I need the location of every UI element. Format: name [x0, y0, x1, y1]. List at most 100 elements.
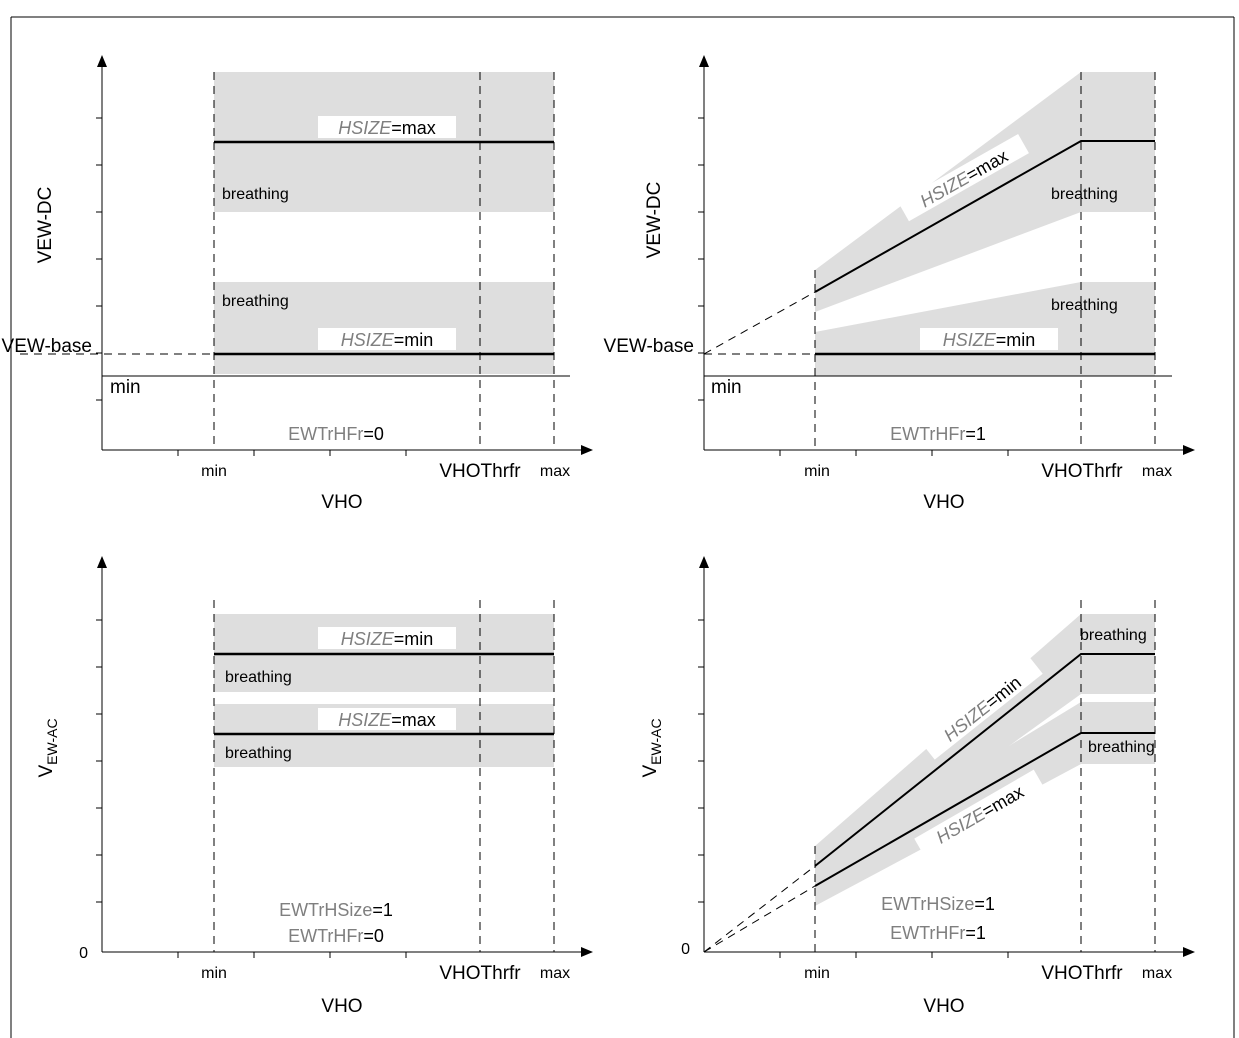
hsize-suffix: =min [394, 330, 434, 350]
param-value: =0 [363, 926, 384, 946]
svg-text:EWTrHFr=1: EWTrHFr=1 [890, 424, 986, 444]
svg-text:EWTrHFr=0: EWTrHFr=0 [288, 926, 384, 946]
x-axis-label: VHO [923, 996, 964, 1017]
y-axis-label: VEW-AC [36, 718, 60, 777]
param-name: EWTrHFr [288, 926, 363, 946]
svg-text:EWTrHSize=1: EWTrHSize=1 [279, 900, 393, 920]
curve-hsize-max [814, 732, 1155, 887]
svg-text:EWTrHSize=1: EWTrHSize=1 [881, 894, 995, 914]
extrapolation-dashed-min [703, 865, 816, 953]
breathing-label: breathing [222, 186, 289, 203]
x-tick-vhothrfr: VHOThrfr [439, 963, 521, 984]
y-axis-ticks [96, 619, 102, 903]
curve-hsize-min [814, 653, 1155, 867]
breathing-label: breathing [1088, 739, 1155, 756]
x-tick-min: min [201, 463, 227, 480]
y-axis-label: VEW-DC [644, 182, 665, 259]
y-axis-label: VEW-AC [640, 718, 664, 777]
breathing-label: breathing [225, 745, 292, 762]
vertical-dashed-guides [213, 600, 555, 952]
extrapolation-dashed-max [703, 885, 816, 953]
y-zero-label: 0 [79, 945, 88, 962]
hsize-suffix: =max [391, 710, 436, 730]
breathing-label: breathing [1080, 627, 1147, 644]
svg-text:HSIZE=min: HSIZE=min [341, 629, 434, 649]
param-name: EWTrHFr [288, 424, 363, 444]
x-tick-vhothrfr: VHOThrfr [1041, 963, 1123, 984]
svg-text:HSIZE=min: HSIZE=min [943, 330, 1036, 350]
panel-top-right: HSIZE=max breathing breathing HSIZE=min … [604, 55, 1195, 513]
vertical-dashed-guides [213, 72, 555, 450]
x-tick-max: max [1142, 463, 1172, 480]
hsize-suffix: =min [996, 330, 1036, 350]
label-hsize-min: HSIZE=min [318, 627, 456, 649]
breathing-band-hsize-max [815, 72, 1155, 312]
svg-text:HSIZE=min: HSIZE=min [341, 330, 434, 350]
y-axis-label-main: V [640, 765, 661, 778]
vew-base-label: VEW-base [604, 336, 694, 357]
x-tick-max: max [540, 965, 570, 982]
x-tick-max: max [540, 463, 570, 480]
extrapolation-dashed [703, 291, 816, 355]
svg-text:HSIZE=max: HSIZE=max [338, 710, 436, 730]
y-axis-label-sub: EW-AC [44, 718, 60, 764]
x-axis-ticks [779, 952, 1009, 958]
hsize-prefix: HSIZE [341, 330, 395, 350]
vertical-dashed-guides [814, 72, 1156, 450]
y-axis-ticks [698, 117, 704, 401]
breathing-label: breathing [222, 293, 289, 310]
y-min-label: min [110, 377, 141, 398]
x-axis-label: VHO [923, 492, 964, 513]
vew-base-label: VEW-base [2, 336, 92, 357]
x-axis-ticks [177, 450, 407, 456]
hsize-prefix: HSIZE [341, 629, 395, 649]
y-axis-label-sub: EW-AC [648, 718, 664, 764]
svg-text:HSIZE=max: HSIZE=max [338, 118, 436, 138]
vertical-dashed-guides [814, 600, 1156, 952]
param-value: =0 [363, 424, 384, 444]
breathing-label: breathing [1051, 186, 1118, 203]
y-axis-ticks [698, 619, 704, 903]
param-value: =1 [965, 424, 986, 444]
param-name: EWTrHFr [890, 424, 965, 444]
hsize-prefix: HSIZE [943, 330, 997, 350]
x-tick-min: min [804, 463, 830, 480]
label-hsize-max: HSIZE=max [318, 708, 456, 730]
hsize-suffix: =min [394, 629, 434, 649]
curve-hsize-max [814, 140, 1155, 293]
y-axis-label: VEW-DC [35, 187, 56, 264]
svg-text:EWTrHFr=1: EWTrHFr=1 [890, 923, 986, 943]
x-tick-min: min [804, 965, 830, 982]
label-hsize-max: HSIZE=max [318, 116, 456, 138]
panel-top-left: HSIZE=max breathing breathing HSIZE=min … [2, 55, 593, 513]
param-value: =1 [965, 923, 986, 943]
label-hsize-min: HSIZE=min [318, 328, 456, 350]
panel-bottom-left: HSIZE=min breathing HSIZE=max breathing … [36, 556, 593, 1017]
x-axis-ticks [779, 450, 1009, 456]
label-hsize-min: HSIZE=min [920, 328, 1058, 350]
hsize-prefix: HSIZE [338, 710, 392, 730]
x-axis-label: VHO [321, 492, 362, 513]
breathing-label: breathing [1051, 297, 1118, 314]
y-axis-ticks [96, 117, 102, 401]
y-min-label: min [711, 377, 742, 398]
hsize-prefix: HSIZE [338, 118, 392, 138]
param-name: EWTrHSize [279, 900, 372, 920]
param-name: EWTrHSize [881, 894, 974, 914]
svg-text:EWTrHFr=0: EWTrHFr=0 [288, 424, 384, 444]
param-value: =1 [974, 894, 995, 914]
param-name: EWTrHFr [890, 923, 965, 943]
hsize-suffix: =max [391, 118, 436, 138]
x-axis-ticks [177, 952, 407, 958]
x-tick-max: max [1142, 965, 1172, 982]
param-value: =1 [372, 900, 393, 920]
x-tick-vhothrfr: VHOThrfr [439, 461, 521, 482]
x-tick-min: min [201, 965, 227, 982]
y-zero-label: 0 [681, 941, 690, 958]
panel-bottom-right: HSIZE=min breathing HSIZE=max breathing … [640, 556, 1195, 1017]
x-tick-vhothrfr: VHOThrfr [1041, 461, 1123, 482]
x-axis-label: VHO [321, 996, 362, 1017]
y-axis-label-main: V [36, 765, 57, 778]
breathing-label: breathing [225, 669, 292, 686]
